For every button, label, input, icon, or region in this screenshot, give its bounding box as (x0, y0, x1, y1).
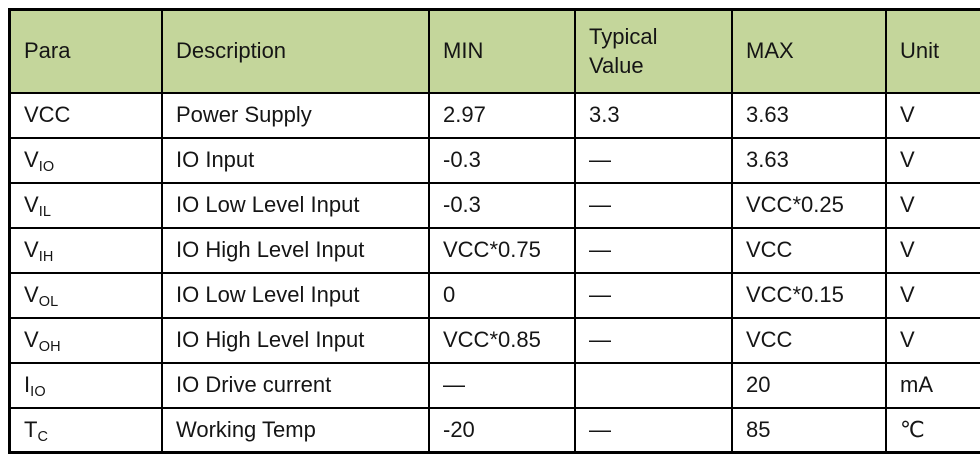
cell-min: VCC*0.75 (428, 226, 576, 274)
cell-max: VCC*0.15 (731, 271, 887, 319)
cell-unit: V (885, 181, 980, 229)
table-header-row: Para Description MIN Typical Value MAX U… (8, 8, 980, 94)
cell-typical: — (574, 226, 733, 274)
spec-table: Para Description MIN Typical Value MAX U… (8, 8, 980, 454)
cell-min: 2.97 (428, 91, 576, 139)
cell-min: -20 (428, 406, 576, 454)
param-subscript: C (37, 428, 49, 445)
table-row-vio: VIO IO Input -0.3 — 3.63 V (8, 136, 980, 184)
header-label-description: Description (176, 38, 287, 64)
param-subscript: IO (30, 384, 46, 401)
header-cell-description: Description (161, 8, 430, 94)
cell-description: Power Supply (161, 91, 430, 139)
cell-para: VOH (8, 316, 163, 364)
param-subscript: IL (38, 204, 52, 221)
header-label-para: Para (24, 38, 71, 64)
table-row-vil: VIL IO Low Level Input -0.3 — VCC*0.25 V (8, 181, 980, 229)
cell-unit: V (885, 91, 980, 139)
param-symbol: V (24, 192, 39, 217)
cell-description: IO High Level Input (161, 226, 430, 274)
table-row-voh: VOH IO High Level Input VCC*0.85 — VCC V (8, 316, 980, 364)
cell-para: VOL (8, 271, 163, 319)
cell-max: 3.63 (731, 91, 887, 139)
cell-max: 85 (731, 406, 887, 454)
param-subscript: IH (38, 249, 54, 266)
cell-unit: V (885, 271, 980, 319)
header-label-max: MAX (746, 38, 794, 64)
cell-para: VIO (8, 136, 163, 184)
param-subscript: IO (38, 159, 55, 176)
cell-description: IO Low Level Input (161, 271, 430, 319)
cell-unit: mA (885, 361, 980, 409)
table-row-vih: VIH IO High Level Input VCC*0.75 — VCC V (8, 226, 980, 274)
cell-typical: — (574, 136, 733, 184)
cell-min: -0.3 (428, 181, 576, 229)
cell-para: TC (8, 406, 163, 454)
param-symbol: V (24, 237, 39, 262)
cell-unit: V (885, 136, 980, 184)
header-cell-typical: Typical Value (574, 8, 733, 94)
cell-description: IO Input (161, 136, 430, 184)
header-cell-min: MIN (428, 8, 576, 94)
table-row-tc: TC Working Temp -20 — 85 ℃ (8, 406, 980, 454)
table-row-vcc: VCC Power Supply 2.97 3.3 3.63 V (8, 91, 980, 139)
cell-min: VCC*0.85 (428, 316, 576, 364)
cell-para: IIO (8, 361, 163, 409)
cell-description: IO Low Level Input (161, 181, 430, 229)
cell-typical: 3.3 (574, 91, 733, 139)
header-cell-max: MAX (731, 8, 887, 94)
param-symbol: T (24, 416, 38, 442)
cell-max: VCC (731, 226, 887, 274)
param-symbol: VCC (24, 102, 71, 127)
cell-typical: — (574, 271, 733, 319)
param-symbol: I (24, 372, 31, 397)
cell-para: VCC (8, 91, 163, 139)
cell-para: VIH (8, 226, 163, 274)
cell-min: — (428, 361, 576, 409)
cell-description: Working Temp (161, 406, 430, 454)
cell-min: -0.3 (428, 136, 576, 184)
cell-max: 3.63 (731, 136, 887, 184)
cell-max: VCC*0.25 (731, 181, 887, 229)
cell-para: VIL (8, 181, 163, 229)
cell-min: 0 (428, 271, 576, 319)
header-cell-unit: Unit (885, 8, 980, 94)
cell-description: IO Drive current (161, 361, 430, 409)
cell-typical: — (574, 181, 733, 229)
header-cell-para: Para (8, 8, 163, 94)
cell-typical: — (574, 406, 733, 454)
param-symbol: V (24, 147, 39, 172)
cell-unit: ℃ (885, 406, 980, 454)
cell-unit: V (885, 226, 980, 274)
cell-typical (574, 361, 733, 409)
header-label-min: MIN (443, 38, 484, 64)
cell-max: VCC (731, 316, 887, 364)
cell-max: 20 (731, 361, 887, 409)
cell-description: IO High Level Input (161, 316, 430, 364)
header-label-typical: Typical Value (589, 23, 658, 79)
cell-unit: V (885, 316, 980, 364)
param-symbol: V (24, 327, 39, 352)
table-row-vol: VOL IO Low Level Input 0 — VCC*0.15 V (8, 271, 980, 319)
header-label-unit: Unit (900, 38, 940, 64)
table-row-iio: IIO IO Drive current — 20 mA (8, 361, 980, 409)
param-subscript: OL (38, 294, 59, 311)
param-subscript: OH (38, 339, 61, 356)
param-symbol: V (24, 282, 39, 307)
cell-typical: — (574, 316, 733, 364)
